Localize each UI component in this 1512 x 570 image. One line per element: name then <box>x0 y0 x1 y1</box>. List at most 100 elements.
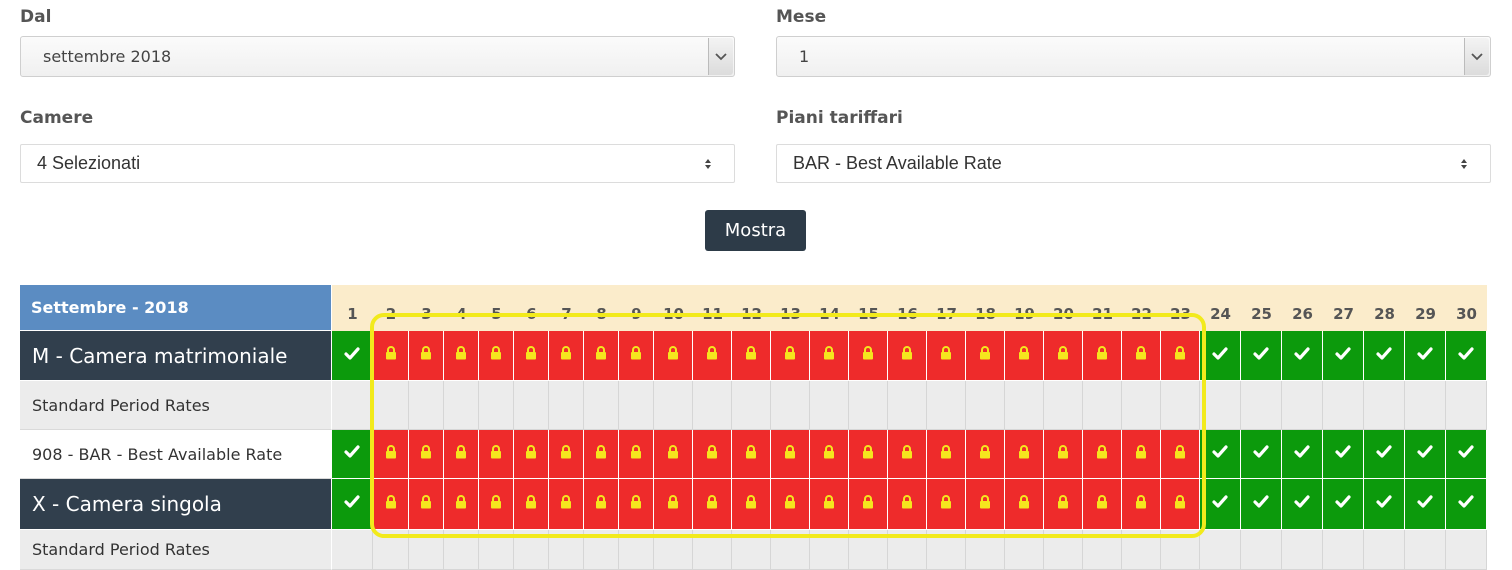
rate-cell-empty[interactable] <box>654 381 693 430</box>
availability-cell-open[interactable] <box>1364 430 1405 479</box>
rate-cell-empty[interactable] <box>1200 530 1241 570</box>
availability-cell-closed[interactable] <box>619 331 654 381</box>
availability-cell-open[interactable] <box>1282 430 1323 479</box>
rate-cell-empty[interactable] <box>1122 381 1161 430</box>
availability-cell-closed[interactable] <box>927 479 966 530</box>
rate-cell-empty[interactable] <box>1282 381 1323 430</box>
availability-cell-closed[interactable] <box>732 331 771 381</box>
availability-cell-closed[interactable] <box>966 430 1005 479</box>
rate-cell-empty[interactable] <box>409 530 444 570</box>
availability-cell-open[interactable] <box>1323 430 1364 479</box>
availability-cell-closed[interactable] <box>888 430 927 479</box>
availability-cell-open[interactable] <box>1405 430 1446 479</box>
rate-cell-empty[interactable] <box>654 530 693 570</box>
availability-cell-closed[interactable] <box>1083 430 1122 479</box>
rate-cell-empty[interactable] <box>1161 381 1200 430</box>
availability-cell-closed[interactable] <box>619 430 654 479</box>
availability-cell-closed[interactable] <box>444 430 479 479</box>
availability-cell-open[interactable] <box>1200 331 1241 381</box>
availability-cell-closed[interactable] <box>888 479 927 530</box>
availability-cell-closed[interactable] <box>966 331 1005 381</box>
rate-cell-empty[interactable] <box>479 381 514 430</box>
availability-cell-closed[interactable] <box>584 331 619 381</box>
availability-cell-closed[interactable] <box>927 430 966 479</box>
rateplans-select[interactable]: BAR - Best Available Rate <box>776 144 1491 183</box>
availability-cell-closed[interactable] <box>966 479 1005 530</box>
availability-cell-open[interactable] <box>1364 331 1405 381</box>
availability-cell-closed[interactable] <box>549 430 584 479</box>
availability-cell-closed[interactable] <box>654 479 693 530</box>
months-select[interactable]: 1 <box>776 36 1491 77</box>
rate-cell-empty[interactable] <box>1241 381 1282 430</box>
rate-cell-empty[interactable] <box>927 381 966 430</box>
availability-cell-closed[interactable] <box>514 430 549 479</box>
availability-cell-closed[interactable] <box>549 479 584 530</box>
availability-cell-closed[interactable] <box>810 479 849 530</box>
availability-cell-closed[interactable] <box>1005 430 1044 479</box>
availability-cell-closed[interactable] <box>409 331 444 381</box>
rate-cell-empty[interactable] <box>849 381 888 430</box>
availability-cell-closed[interactable] <box>810 331 849 381</box>
rate-cell-empty[interactable] <box>1241 530 1282 570</box>
from-select[interactable]: settembre 2018 <box>20 36 735 77</box>
availability-cell-closed[interactable] <box>849 430 888 479</box>
rate-cell-empty[interactable] <box>584 381 619 430</box>
rate-cell-empty[interactable] <box>1446 381 1487 430</box>
availability-cell-closed[interactable] <box>849 331 888 381</box>
availability-cell-closed[interactable] <box>1122 479 1161 530</box>
availability-cell-closed[interactable] <box>849 479 888 530</box>
availability-cell-closed[interactable] <box>732 479 771 530</box>
availability-cell-open[interactable] <box>332 331 373 381</box>
rate-cell-empty[interactable] <box>888 530 927 570</box>
availability-cell-closed[interactable] <box>693 430 732 479</box>
availability-cell-closed[interactable] <box>1083 479 1122 530</box>
rate-cell-empty[interactable] <box>1364 381 1405 430</box>
availability-cell-closed[interactable] <box>373 430 409 479</box>
rate-cell-empty[interactable] <box>584 530 619 570</box>
availability-cell-closed[interactable] <box>771 331 810 381</box>
availability-cell-closed[interactable] <box>1005 479 1044 530</box>
availability-cell-open[interactable] <box>1200 430 1241 479</box>
rate-cell-empty[interactable] <box>810 381 849 430</box>
rate-cell-empty[interactable] <box>771 530 810 570</box>
availability-cell-closed[interactable] <box>549 331 584 381</box>
availability-cell-closed[interactable] <box>693 479 732 530</box>
availability-cell-closed[interactable] <box>771 479 810 530</box>
availability-cell-closed[interactable] <box>1044 479 1083 530</box>
rate-cell-empty[interactable] <box>1364 530 1405 570</box>
rate-cell-empty[interactable] <box>1446 530 1487 570</box>
rate-cell-empty[interactable] <box>1282 530 1323 570</box>
availability-cell-closed[interactable] <box>1161 479 1200 530</box>
rate-cell-empty[interactable] <box>732 530 771 570</box>
availability-cell-closed[interactable] <box>444 331 479 381</box>
rate-cell-empty[interactable] <box>927 530 966 570</box>
rate-cell-empty[interactable] <box>444 530 479 570</box>
availability-cell-closed[interactable] <box>810 430 849 479</box>
rate-cell-empty[interactable] <box>966 381 1005 430</box>
availability-cell-closed[interactable] <box>927 331 966 381</box>
rate-cell-empty[interactable] <box>693 530 732 570</box>
rate-cell-empty[interactable] <box>1083 381 1122 430</box>
availability-cell-closed[interactable] <box>732 430 771 479</box>
availability-cell-closed[interactable] <box>479 479 514 530</box>
availability-cell-closed[interactable] <box>444 479 479 530</box>
availability-cell-open[interactable] <box>1282 479 1323 530</box>
availability-cell-closed[interactable] <box>1122 430 1161 479</box>
availability-cell-closed[interactable] <box>514 331 549 381</box>
rate-cell-empty[interactable] <box>619 530 654 570</box>
rate-cell-empty[interactable] <box>810 530 849 570</box>
availability-cell-open[interactable] <box>1241 331 1282 381</box>
rate-cell-empty[interactable] <box>1122 530 1161 570</box>
rate-cell-empty[interactable] <box>514 381 549 430</box>
rate-cell-empty[interactable] <box>514 530 549 570</box>
rate-cell-empty[interactable] <box>888 381 927 430</box>
rate-cell-empty[interactable] <box>1323 530 1364 570</box>
rate-cell-empty[interactable] <box>479 530 514 570</box>
availability-cell-closed[interactable] <box>693 331 732 381</box>
availability-cell-closed[interactable] <box>1122 331 1161 381</box>
availability-cell-closed[interactable] <box>373 331 409 381</box>
availability-cell-closed[interactable] <box>654 430 693 479</box>
availability-cell-open[interactable] <box>1241 479 1282 530</box>
rate-cell-empty[interactable] <box>373 381 409 430</box>
availability-cell-closed[interactable] <box>479 430 514 479</box>
